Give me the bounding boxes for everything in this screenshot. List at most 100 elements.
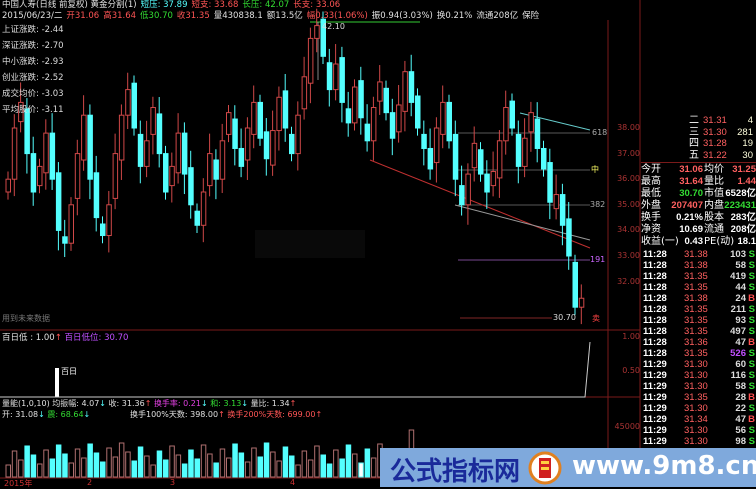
divider xyxy=(641,162,756,163)
candle-up xyxy=(119,115,124,160)
candle-up xyxy=(397,105,402,132)
candle-up xyxy=(579,298,584,307)
trade-volume: 211 xyxy=(731,304,746,315)
trade-side: B xyxy=(748,414,755,425)
vol-sum: 和: 3.13 xyxy=(210,399,241,408)
index-change-item: 平均股价: -3.11 xyxy=(2,103,64,115)
candle-up xyxy=(252,102,257,134)
volume-bar xyxy=(214,463,219,477)
candle-up xyxy=(334,64,339,90)
vol-days100: 换手100%天数: 398.00 xyxy=(130,410,218,419)
candle-up xyxy=(75,154,80,199)
watermark-url: www.9m8.cn xyxy=(572,451,756,481)
price-axis-label: 36.00 xyxy=(610,174,640,183)
volume-bar xyxy=(145,456,150,477)
volume-bar xyxy=(69,463,74,477)
trade-side: S xyxy=(749,436,755,447)
trade-time: 11:29 xyxy=(643,370,667,381)
stat-label: 流通 xyxy=(704,224,724,236)
volume-bar xyxy=(25,446,30,477)
trade-time: 11:28 xyxy=(643,282,667,293)
date-label: 4 xyxy=(290,478,295,487)
trade-side: S xyxy=(749,282,755,293)
fib-191-label: 191 xyxy=(590,255,605,264)
vol-days200: 换手200%天数: 699.00 xyxy=(227,410,315,419)
volume-bar xyxy=(227,458,232,477)
trade-price: 31.30 xyxy=(684,359,708,370)
price-axis-label: 37.00 xyxy=(610,149,640,158)
candle-up xyxy=(151,108,156,135)
candle-down xyxy=(63,237,67,243)
stat-label: 最高 xyxy=(641,176,661,188)
volume-bar xyxy=(252,448,257,477)
candle-down xyxy=(189,168,194,205)
candle-up xyxy=(170,166,175,185)
indicator-name: 百日低 xyxy=(2,333,28,343)
trade-time: 11:28 xyxy=(643,271,667,282)
volume-bar xyxy=(290,456,295,477)
trade-time: 11:28 xyxy=(643,260,667,271)
candle-down xyxy=(50,133,55,179)
candle-up xyxy=(220,141,225,179)
candle-up xyxy=(245,128,250,160)
volume-bar xyxy=(44,450,49,477)
candle-down xyxy=(164,154,169,192)
trade-side: S xyxy=(749,403,755,414)
index-change-item: 中小涨跌: -2.93 xyxy=(2,55,64,67)
vol-shake: 震: 68.64 xyxy=(47,410,83,419)
volume-bar xyxy=(308,460,313,477)
book-level: 三 xyxy=(689,127,699,138)
trade-side: B xyxy=(748,293,755,304)
volume-bar xyxy=(138,447,143,477)
trade-price: 31.38 xyxy=(684,260,708,271)
candle-up xyxy=(6,179,11,192)
trade-price: 31.35 xyxy=(684,304,708,315)
trade-time: 11:28 xyxy=(643,326,667,337)
trade-time: 11:29 xyxy=(643,436,667,447)
stat-label: 股本 xyxy=(704,212,724,224)
trade-price: 31.35 xyxy=(684,315,708,326)
trade-time: 11:29 xyxy=(643,359,667,370)
book-level: 五 xyxy=(689,150,699,161)
trade-side: B xyxy=(748,392,755,403)
trade-time: 11:29 xyxy=(643,414,667,425)
candle-up xyxy=(466,174,471,205)
trade-side: S xyxy=(749,249,755,260)
stat-value: 6528亿 xyxy=(725,188,756,200)
volume-bar xyxy=(101,462,106,477)
trade-time: 11:28 xyxy=(643,293,667,304)
candle-down xyxy=(428,148,433,168)
trade-time: 11:29 xyxy=(643,381,667,392)
volume-axis-label: 45000 xyxy=(610,422,640,431)
candle-down xyxy=(573,262,578,307)
volume-bar xyxy=(6,465,11,477)
candle-up xyxy=(113,154,118,199)
candle-up xyxy=(491,172,496,186)
trade-price: 31.36 xyxy=(684,337,708,348)
candle-up xyxy=(271,131,276,166)
stat-value: 207407 xyxy=(671,200,703,212)
stat-value: 208亿 xyxy=(731,224,756,236)
candle-up xyxy=(44,133,49,173)
trade-volume: 116 xyxy=(731,370,746,381)
trade-price: 31.30 xyxy=(684,370,708,381)
candle-up xyxy=(38,166,43,185)
candle-up xyxy=(82,115,87,160)
candle-up xyxy=(145,141,150,167)
candle-down xyxy=(94,173,99,218)
trade-price: 31.38 xyxy=(684,249,708,260)
price-axis-label: 38.00 xyxy=(610,123,640,132)
volume-bar xyxy=(239,453,244,477)
trade-side: S xyxy=(749,304,755,315)
book-volume: 19 xyxy=(742,138,753,149)
trade-time: 11:29 xyxy=(643,403,667,414)
volume-bar xyxy=(334,450,339,477)
watermark-logo-icon xyxy=(528,451,562,485)
